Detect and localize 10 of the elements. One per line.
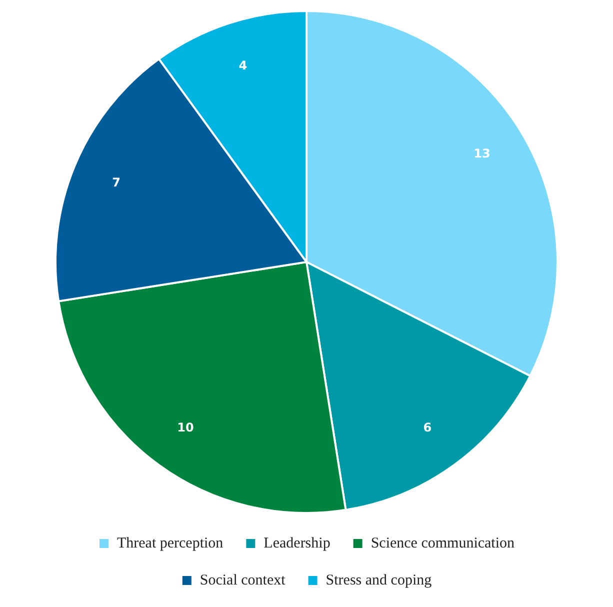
data-label: 6 bbox=[423, 420, 432, 435]
data-label: 10 bbox=[177, 420, 194, 435]
legend-label: Threat perception bbox=[116, 535, 224, 552]
legend-label: Leadership bbox=[264, 535, 330, 552]
legend-label: Social context bbox=[200, 572, 286, 588]
legend-label: Stress and coping bbox=[326, 572, 432, 588]
legend-label: Science communication bbox=[370, 535, 516, 552]
data-label: 13 bbox=[474, 146, 490, 161]
data-label: 7 bbox=[112, 175, 121, 190]
data-label: 4 bbox=[238, 58, 248, 72]
